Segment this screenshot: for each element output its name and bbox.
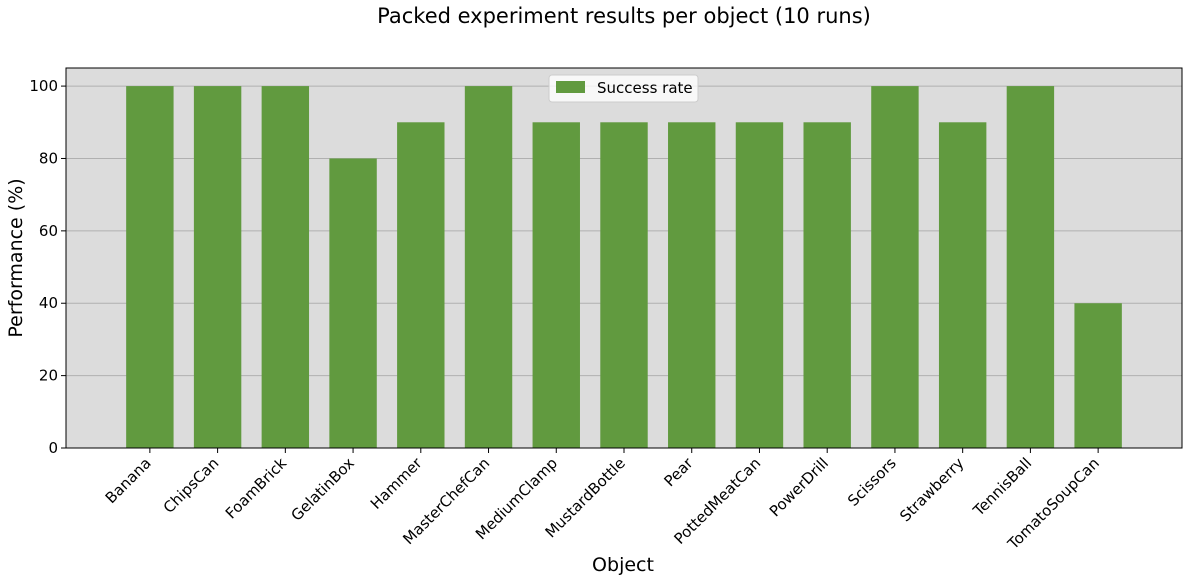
y-tick-label: 80	[39, 149, 58, 167]
y-tick-label: 100	[29, 77, 58, 95]
legend-label: Success rate	[597, 79, 693, 97]
bar	[1006, 86, 1055, 448]
y-tick-label: 0	[48, 439, 58, 457]
y-tick-label: 60	[39, 222, 58, 240]
x-tick-label: Banana	[102, 454, 155, 507]
y-axis-label: Performance (%)	[5, 178, 27, 337]
bar	[600, 122, 648, 449]
y-tick-label: 20	[39, 367, 58, 385]
chart-title: Packed experiment results per object (10…	[377, 4, 871, 28]
x-tick-label: FoamBrick	[222, 454, 291, 523]
bar	[938, 122, 987, 449]
y-tick-label: 40	[39, 294, 58, 312]
x-tick-label: TennisBall	[969, 454, 1035, 520]
bar	[735, 122, 784, 449]
x-tick-label: Pear	[660, 454, 697, 491]
bar	[464, 86, 513, 448]
x-tick-label: PowerDrill	[766, 454, 832, 520]
bar	[532, 122, 580, 449]
bar	[803, 122, 851, 449]
bars	[126, 86, 1122, 449]
x-tick-label: ChipsCan	[160, 454, 223, 517]
bar	[126, 86, 174, 448]
bar	[397, 122, 445, 449]
x-tick-label: Strawberry	[896, 454, 967, 525]
bar	[193, 86, 242, 448]
bar	[261, 86, 310, 448]
bar	[329, 158, 377, 448]
x-tick-label: GelatinBox	[287, 454, 358, 525]
bar	[871, 86, 919, 448]
y-axis-ticks: 0 20 40 60 80 100	[29, 77, 66, 457]
plot-frame	[65, 67, 1183, 449]
legend-swatch	[556, 81, 585, 93]
x-axis-label: Object	[592, 554, 654, 576]
x-tick-label: Scissors	[844, 454, 900, 510]
legend-box	[548, 74, 699, 103]
x-tick-label: Hammer	[367, 454, 426, 513]
legend: Success rate	[548, 74, 699, 103]
bar	[668, 122, 716, 449]
bar	[1074, 303, 1122, 448]
